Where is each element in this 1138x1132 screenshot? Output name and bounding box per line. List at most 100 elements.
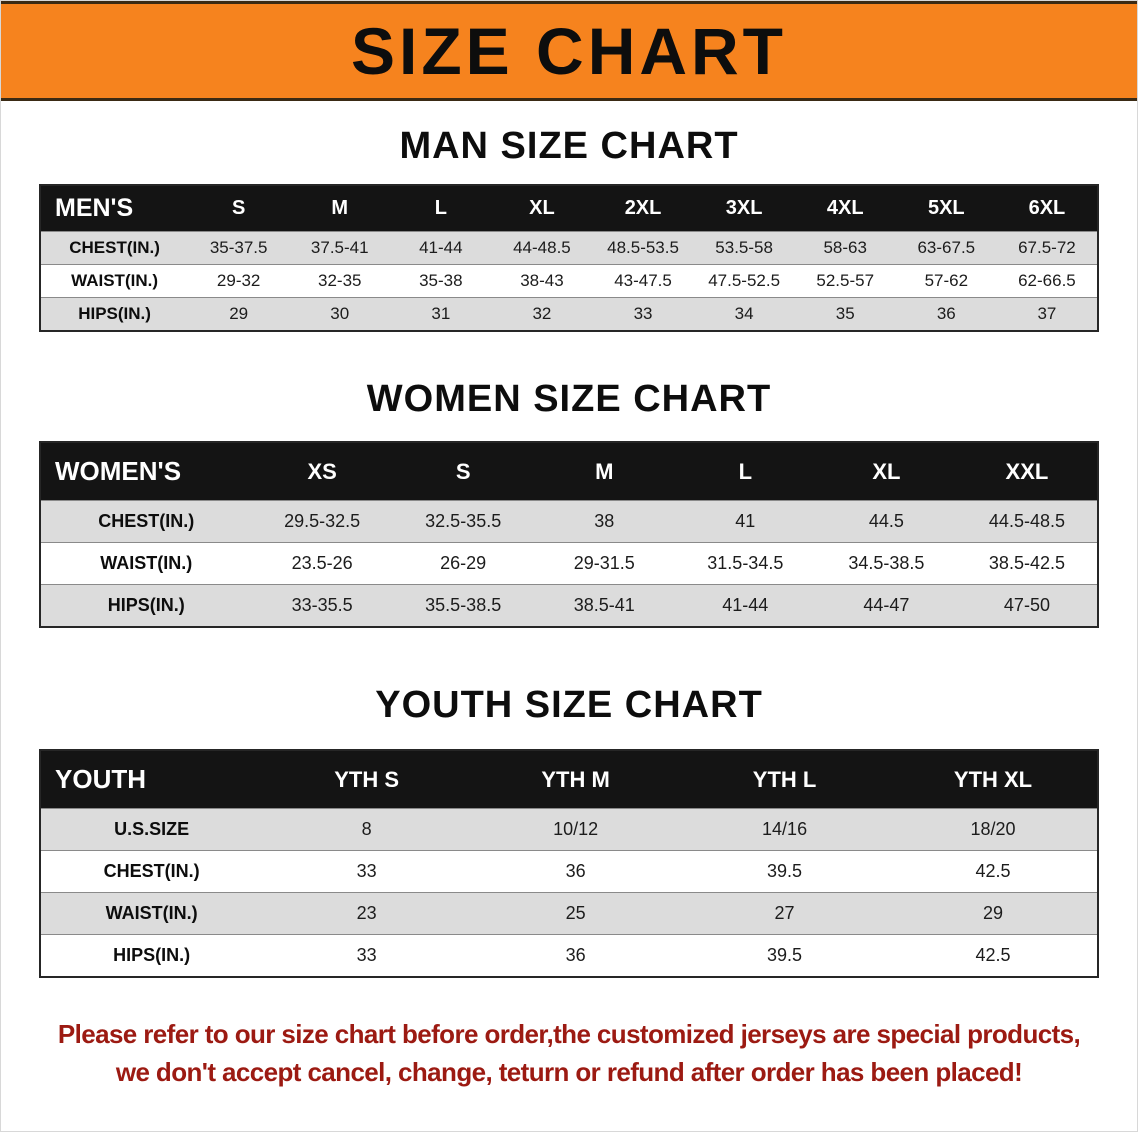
table-cell: 34 — [734, 304, 754, 323]
table-cell: 47.5-52.5 — [708, 271, 781, 290]
table-cell: 10/12 — [553, 819, 599, 839]
table-cell: 37.5-41 — [310, 238, 369, 257]
table-cell: 33 — [633, 304, 653, 323]
table-cell: 29 — [983, 903, 1004, 923]
row-label: HIPS(IN.) — [78, 304, 151, 323]
table-cell: 38 — [594, 511, 615, 531]
table-cell: 27 — [774, 903, 795, 923]
women-section: WOMEN SIZE CHART WOMEN'S XS S M L XL XXL CHEST(… — [1, 378, 1137, 628]
table-cell: 8 — [361, 819, 372, 839]
size-column-header: XS — [251, 442, 393, 501]
row-label: U.S.SIZE — [114, 819, 190, 839]
table-row: CHEST(IN.) 35-37.5 37.5-41 41-44 44-48.5 48.5… — [40, 231, 1098, 265]
table-cell: 35-37.5 — [209, 238, 268, 257]
row-label: WAIST(IN.) — [105, 903, 198, 923]
table-cell: 29-31.5 — [573, 553, 635, 573]
table-cell: 36 — [565, 945, 586, 965]
table-cell: 32-35 — [318, 271, 362, 290]
youth-size-table: YOUTH YTH S YTH M YTH L YTH XL U.S.SIZE 8 10/12… — [39, 749, 1099, 978]
size-column-header: 4XL — [794, 185, 896, 232]
table-header-row: MEN'S S M L XL 2XL 3XL 4XL 5XL 6XL — [40, 185, 1098, 232]
table-cell: 43-47.5 — [614, 271, 672, 290]
table-row: U.S.SIZE 8 10/12 14/16 18/20 — [40, 808, 1098, 851]
size-column-header: XL — [491, 185, 593, 232]
size-column-header: S — [188, 185, 290, 232]
size-column-header: YTH XL — [889, 750, 1098, 809]
table-row: CHEST(IN.) 29.5-32.5 32.5-35.5 38 41 44.5 44.5… — [40, 500, 1098, 543]
row-label: WAIST(IN.) — [71, 271, 158, 290]
row-label: WAIST(IN.) — [100, 553, 193, 573]
table-cell: 34.5-38.5 — [848, 553, 925, 573]
table-cell: 42.5 — [975, 861, 1011, 881]
table-cell: 33 — [356, 945, 377, 965]
size-column-header: 3XL — [693, 185, 795, 232]
table-header-row: WOMEN'S XS S M L XL XXL — [40, 442, 1098, 501]
table-cell: 31.5-34.5 — [707, 553, 784, 573]
table-cell: 39.5 — [767, 945, 803, 965]
table-cell: 57-62 — [924, 271, 969, 290]
notice-line-2: we don't accept cancel, change, teturn o… — [115, 1056, 1023, 1087]
table-cell: 58-63 — [823, 238, 867, 257]
table-cell: 33 — [356, 861, 377, 881]
banner-title: SIZE CHART — [351, 14, 787, 88]
size-column-header: 2XL — [592, 185, 694, 232]
table-cell: 39.5 — [767, 861, 803, 881]
size-column-header: XXL — [956, 442, 1098, 501]
table-cell: 63-67.5 — [917, 238, 976, 257]
table-cell: 26-29 — [440, 553, 487, 573]
table-cell: 44.5-48.5 — [988, 511, 1065, 531]
table-title-cell: MEN'S — [40, 185, 189, 232]
table-row: WAIST(IN.) 23.5-26 26-29 29-31.5 31.5-34.5 34… — [40, 542, 1098, 585]
size-column-header: YTH M — [471, 750, 681, 809]
table-cell: 30 — [330, 304, 350, 323]
footer-notice: Please refer to our size chart before or… — [1, 1016, 1137, 1091]
size-chart-banner: SIZE CHART — [1, 1, 1137, 101]
row-label: HIPS(IN.) — [113, 945, 191, 965]
table-cell: 62-66.5 — [1018, 271, 1076, 290]
size-column-header: XL — [815, 442, 957, 501]
table-cell: 35 — [835, 304, 855, 323]
table-cell: 32.5-35.5 — [425, 511, 502, 531]
table-row: WAIST(IN.) 23 25 27 29 — [40, 892, 1098, 935]
size-column-header: L — [390, 185, 492, 232]
table-cell: 25 — [565, 903, 586, 923]
size-column-header: YTH S — [262, 750, 472, 809]
table-header-row: YOUTH YTH S YTH M YTH L YTH XL — [40, 750, 1098, 809]
table-cell: 52.5-57 — [816, 271, 875, 290]
table-cell: 14/16 — [762, 819, 808, 839]
row-label: CHEST(IN.) — [69, 238, 160, 257]
notice-line-1: Please refer to our size chart before or… — [57, 1019, 1081, 1049]
youth-section: YOUTH SIZE CHART YOUTH YTH S YTH M YTH L YTH… — [1, 684, 1137, 978]
table-row: HIPS(IN.) 33 36 39.5 42.5 — [40, 934, 1098, 977]
size-column-header: M — [533, 442, 675, 501]
youth-section-title: YOUTH SIZE CHART — [375, 684, 763, 726]
table-cell: 38.5-41 — [573, 595, 635, 615]
table-cell: 35.5-38.5 — [425, 595, 502, 615]
size-column-header: L — [674, 442, 816, 501]
size-column-header: M — [289, 185, 391, 232]
table-cell: 53.5-58 — [715, 238, 773, 257]
table-cell: 47-50 — [1003, 595, 1050, 615]
table-cell: 18/20 — [970, 819, 1016, 839]
table-cell: 33-35.5 — [291, 595, 353, 615]
men-size-table: MEN'S S M L XL 2XL 3XL 4XL 5XL 6XL CHEST(IN.) 35-37… — [39, 184, 1099, 332]
table-cell: 44-48.5 — [513, 238, 571, 257]
table-cell: 42.5 — [975, 945, 1011, 965]
table-cell: 36 — [936, 304, 956, 323]
table-cell: 23.5-26 — [291, 553, 353, 573]
row-label: HIPS(IN.) — [107, 595, 185, 615]
size-column-header: S — [392, 442, 534, 501]
table-cell: 44.5 — [868, 511, 904, 531]
table-cell: 31 — [431, 304, 451, 323]
table-cell: 36 — [565, 861, 586, 881]
table-cell: 29-32 — [216, 271, 261, 290]
table-row: CHEST(IN.) 33 36 39.5 42.5 — [40, 850, 1098, 893]
table-cell: 38.5-42.5 — [988, 553, 1065, 573]
table-cell: 37 — [1037, 304, 1057, 323]
table-title-cell: WOMEN'S — [40, 442, 252, 501]
row-label: CHEST(IN.) — [98, 511, 195, 531]
table-cell: 41 — [735, 511, 756, 531]
men-section: MAN SIZE CHART MEN'S S M L XL 2XL 3XL 4XL 5XL 6XL… — [1, 125, 1137, 332]
size-column-header: 6XL — [996, 185, 1098, 232]
